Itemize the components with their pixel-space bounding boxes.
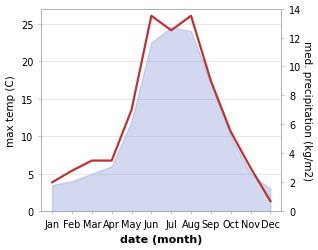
Y-axis label: med. precipitation (kg/m2): med. precipitation (kg/m2) <box>302 41 313 180</box>
X-axis label: date (month): date (month) <box>120 234 203 244</box>
Y-axis label: max temp (C): max temp (C) <box>5 75 16 146</box>
